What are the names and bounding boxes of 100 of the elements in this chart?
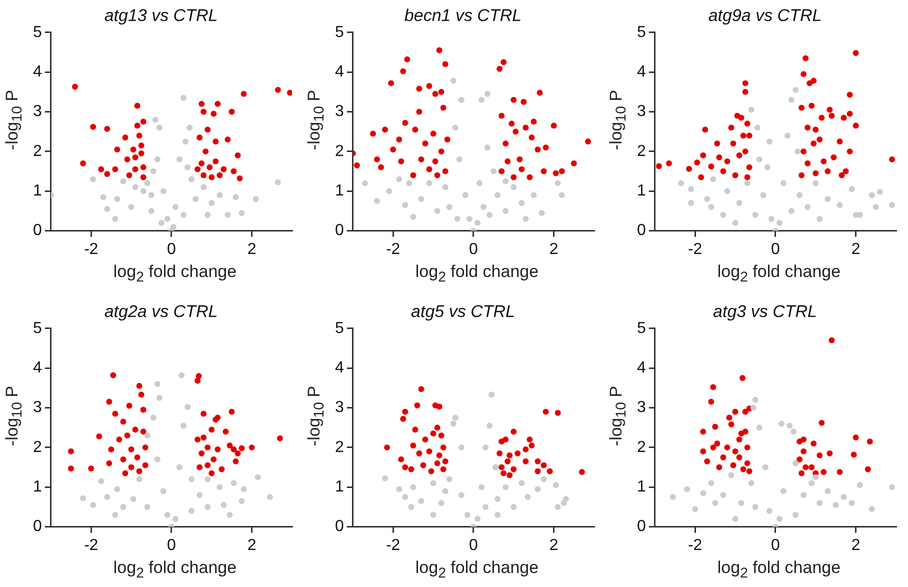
point	[204, 126, 211, 133]
point	[742, 88, 748, 95]
point	[212, 138, 219, 145]
x-axis-title: log$_{2}$ fold change	[716, 262, 842, 286]
point	[176, 156, 182, 162]
point	[112, 166, 118, 172]
point	[442, 184, 448, 190]
point	[150, 168, 156, 174]
chart-title: atg9a vs CTRL	[708, 6, 822, 25]
point	[824, 488, 831, 494]
point	[486, 422, 493, 429]
point	[848, 500, 855, 506]
point	[504, 158, 511, 164]
point	[520, 98, 527, 105]
point	[818, 114, 825, 121]
point	[72, 84, 78, 90]
point	[552, 170, 559, 176]
point	[502, 178, 509, 184]
point	[114, 146, 120, 152]
point	[700, 490, 706, 496]
point	[744, 444, 750, 450]
point	[236, 175, 243, 182]
point	[526, 174, 533, 180]
point	[796, 192, 803, 198]
point	[434, 424, 440, 431]
point	[736, 200, 742, 206]
point	[778, 420, 784, 427]
x-axis-title: log$_{2}$ fold change	[716, 558, 842, 582]
point	[764, 164, 770, 170]
point	[856, 482, 863, 488]
point	[112, 216, 118, 222]
y-tick-label: 4	[32, 63, 42, 80]
point	[808, 480, 815, 486]
point	[480, 204, 486, 210]
point	[876, 188, 883, 195]
point	[484, 144, 491, 150]
point	[744, 460, 750, 466]
point	[286, 90, 292, 96]
point	[570, 160, 577, 166]
point	[216, 192, 223, 198]
point	[104, 171, 110, 178]
point	[578, 469, 585, 476]
point	[382, 475, 388, 482]
point	[398, 456, 404, 462]
point	[554, 504, 561, 510]
point	[450, 420, 456, 427]
point	[522, 216, 529, 222]
point	[150, 414, 156, 421]
point	[208, 174, 215, 180]
point	[142, 444, 148, 450]
point	[182, 138, 189, 145]
point	[510, 504, 517, 510]
point	[712, 500, 718, 506]
point	[144, 432, 150, 439]
point	[200, 434, 207, 441]
point	[136, 476, 142, 482]
chart-title: atg2a vs CTRL	[104, 302, 218, 321]
point	[800, 71, 807, 78]
point	[110, 372, 116, 378]
point	[510, 428, 517, 435]
point	[484, 90, 491, 97]
point	[228, 408, 235, 415]
point	[196, 134, 203, 141]
point	[560, 500, 567, 506]
point	[176, 464, 182, 470]
point	[422, 140, 428, 147]
point	[402, 120, 408, 126]
point	[498, 168, 505, 174]
chart-title: atg13 vs CTRL	[104, 6, 218, 25]
point	[374, 198, 380, 204]
point	[154, 156, 160, 162]
point	[142, 462, 148, 468]
x-tick-label: -2	[386, 536, 400, 554]
x-axis-title: log$_{2}$ fold change	[112, 262, 238, 286]
point	[552, 482, 559, 488]
point	[452, 124, 458, 131]
point	[458, 96, 464, 103]
point	[418, 156, 424, 162]
point	[442, 61, 448, 68]
point	[226, 512, 233, 518]
point	[418, 386, 424, 392]
point	[464, 512, 470, 518]
point	[790, 428, 797, 435]
point	[802, 55, 809, 62]
point	[436, 452, 442, 458]
point	[234, 152, 241, 158]
point	[510, 174, 517, 180]
point	[714, 440, 720, 446]
point	[396, 486, 402, 492]
point	[508, 120, 515, 127]
point	[736, 436, 742, 443]
point	[846, 148, 853, 154]
point	[812, 474, 819, 480]
x-tick-label: 0	[468, 240, 478, 258]
x-tick-label: 0	[770, 240, 780, 258]
point	[212, 158, 219, 164]
point	[712, 424, 718, 430]
x-tick-label: 0	[166, 536, 176, 554]
point	[768, 216, 774, 222]
point	[798, 172, 805, 178]
